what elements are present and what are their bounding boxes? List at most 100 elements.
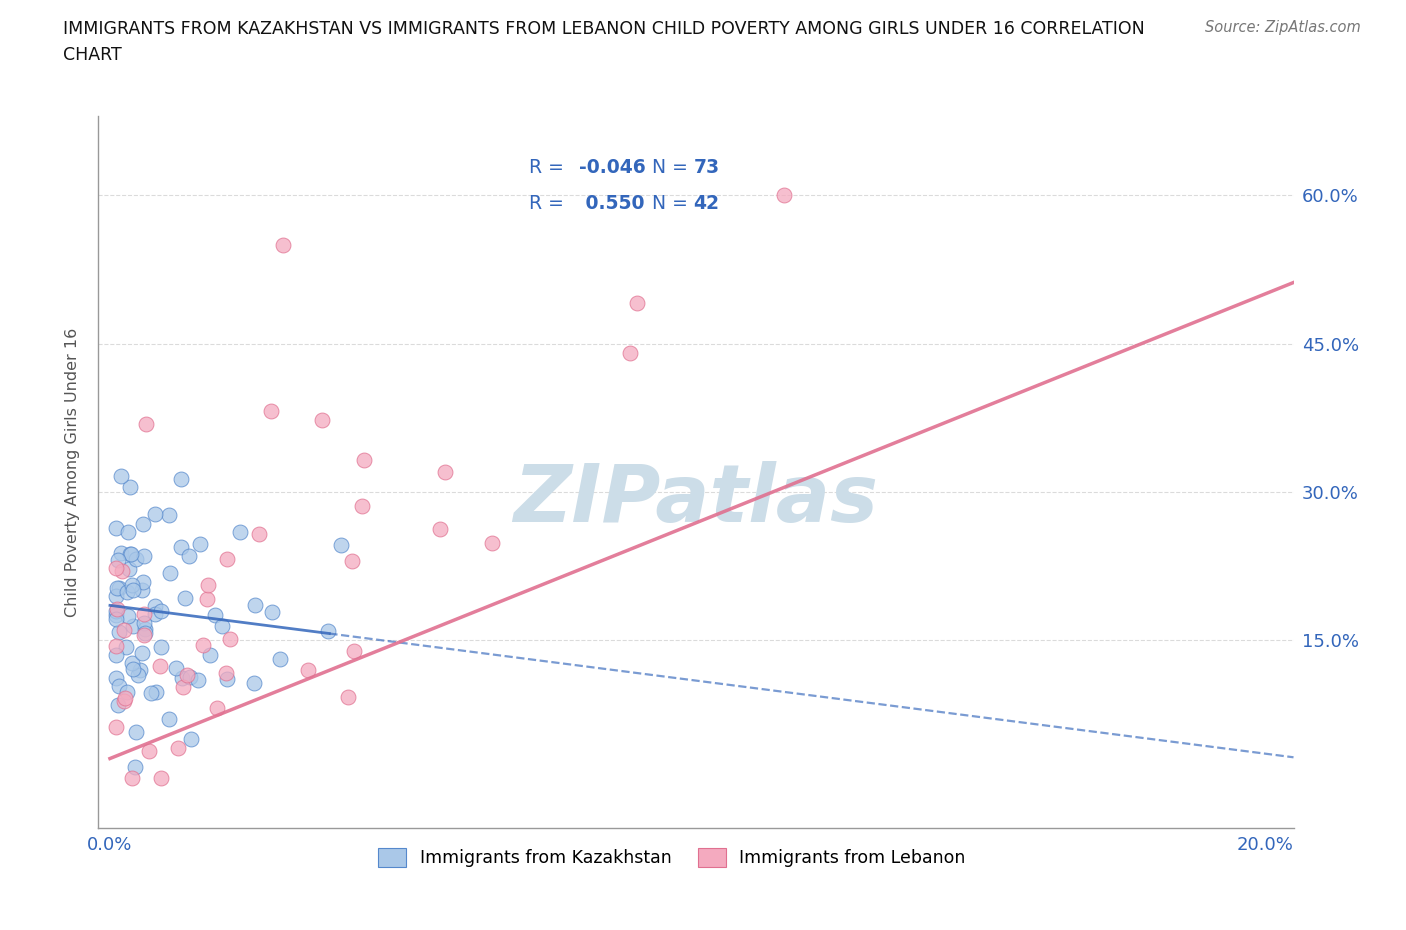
Point [112, 694, 135, 709]
Point [211, 618, 233, 633]
Text: -0.046: -0.046 [579, 158, 645, 177]
Point [215, 665, 238, 680]
Point [134, 627, 156, 642]
Point [112, 623, 135, 638]
Point [169, 539, 191, 554]
Point [342, 554, 364, 569]
Point [132, 516, 155, 531]
Point [145, 607, 167, 622]
Point [132, 549, 155, 564]
Point [134, 626, 156, 641]
Point [121, 577, 143, 591]
Point [121, 661, 143, 676]
Point [104, 671, 127, 685]
Point [187, 672, 209, 687]
Point [204, 607, 226, 622]
Point [180, 731, 202, 746]
Point [311, 413, 333, 428]
Point [179, 670, 201, 684]
Point [139, 685, 162, 700]
Point [167, 740, 190, 755]
Point [114, 691, 136, 706]
Point [118, 562, 141, 577]
Text: R =: R = [529, 158, 564, 177]
Point [429, 522, 451, 537]
Point [110, 545, 132, 560]
Point [105, 602, 128, 617]
Point [172, 680, 194, 695]
Point [131, 645, 153, 660]
Point [350, 498, 373, 513]
Point [157, 711, 180, 726]
Point [118, 547, 141, 562]
Point [247, 526, 270, 541]
Point [110, 469, 132, 484]
Point [260, 404, 283, 418]
Point [121, 771, 143, 786]
Point [170, 472, 193, 486]
Point [117, 608, 139, 623]
Point [229, 525, 252, 540]
Point [104, 608, 127, 623]
Point [107, 580, 129, 595]
Point [117, 525, 139, 539]
Point [150, 639, 173, 654]
Point [619, 346, 641, 361]
Point [242, 675, 264, 690]
Point [143, 507, 166, 522]
Point [132, 616, 155, 631]
Point [149, 659, 172, 674]
Point [297, 662, 319, 677]
Point [269, 652, 291, 667]
Point [271, 237, 294, 252]
Point [131, 575, 153, 590]
Text: N =: N = [652, 158, 688, 177]
Point [127, 668, 149, 683]
Point [174, 591, 197, 605]
Point [134, 621, 156, 636]
Point [149, 771, 172, 786]
Point [104, 560, 127, 575]
Point [125, 551, 148, 566]
Point [105, 580, 128, 595]
Point [104, 648, 127, 663]
Point [215, 551, 238, 566]
Point [188, 537, 211, 551]
Point [198, 648, 221, 663]
Point [193, 638, 215, 653]
Point [104, 589, 127, 604]
Point [115, 584, 138, 599]
Point [120, 547, 142, 562]
Point [316, 623, 339, 638]
Point [195, 591, 218, 606]
Point [353, 453, 375, 468]
Point [262, 604, 284, 619]
Text: 0.550: 0.550 [579, 193, 644, 213]
Point [329, 538, 352, 552]
Point [124, 760, 146, 775]
Text: ZIPatlas: ZIPatlas [513, 461, 879, 539]
Point [104, 521, 127, 536]
Point [104, 719, 127, 734]
Point [120, 480, 142, 495]
Point [107, 698, 129, 712]
Point [243, 597, 266, 612]
Point [143, 599, 166, 614]
Point [626, 296, 648, 311]
Point [121, 619, 143, 634]
Point [108, 625, 131, 640]
Point [128, 662, 150, 677]
Point [179, 549, 201, 564]
Point [131, 582, 153, 597]
Point [115, 684, 138, 699]
Text: 73: 73 [693, 158, 720, 177]
Point [215, 671, 238, 686]
Y-axis label: Child Poverty Among Girls Under 16: Child Poverty Among Girls Under 16 [65, 327, 80, 617]
Point [114, 640, 136, 655]
Text: CHART: CHART [63, 46, 122, 64]
Point [122, 583, 145, 598]
Point [207, 700, 229, 715]
Text: R =: R = [529, 193, 564, 213]
Point [108, 678, 131, 693]
Text: IMMIGRANTS FROM KAZAKHSTAN VS IMMIGRANTS FROM LEBANON CHILD POVERTY AMONG GIRLS : IMMIGRANTS FROM KAZAKHSTAN VS IMMIGRANTS… [63, 20, 1144, 38]
